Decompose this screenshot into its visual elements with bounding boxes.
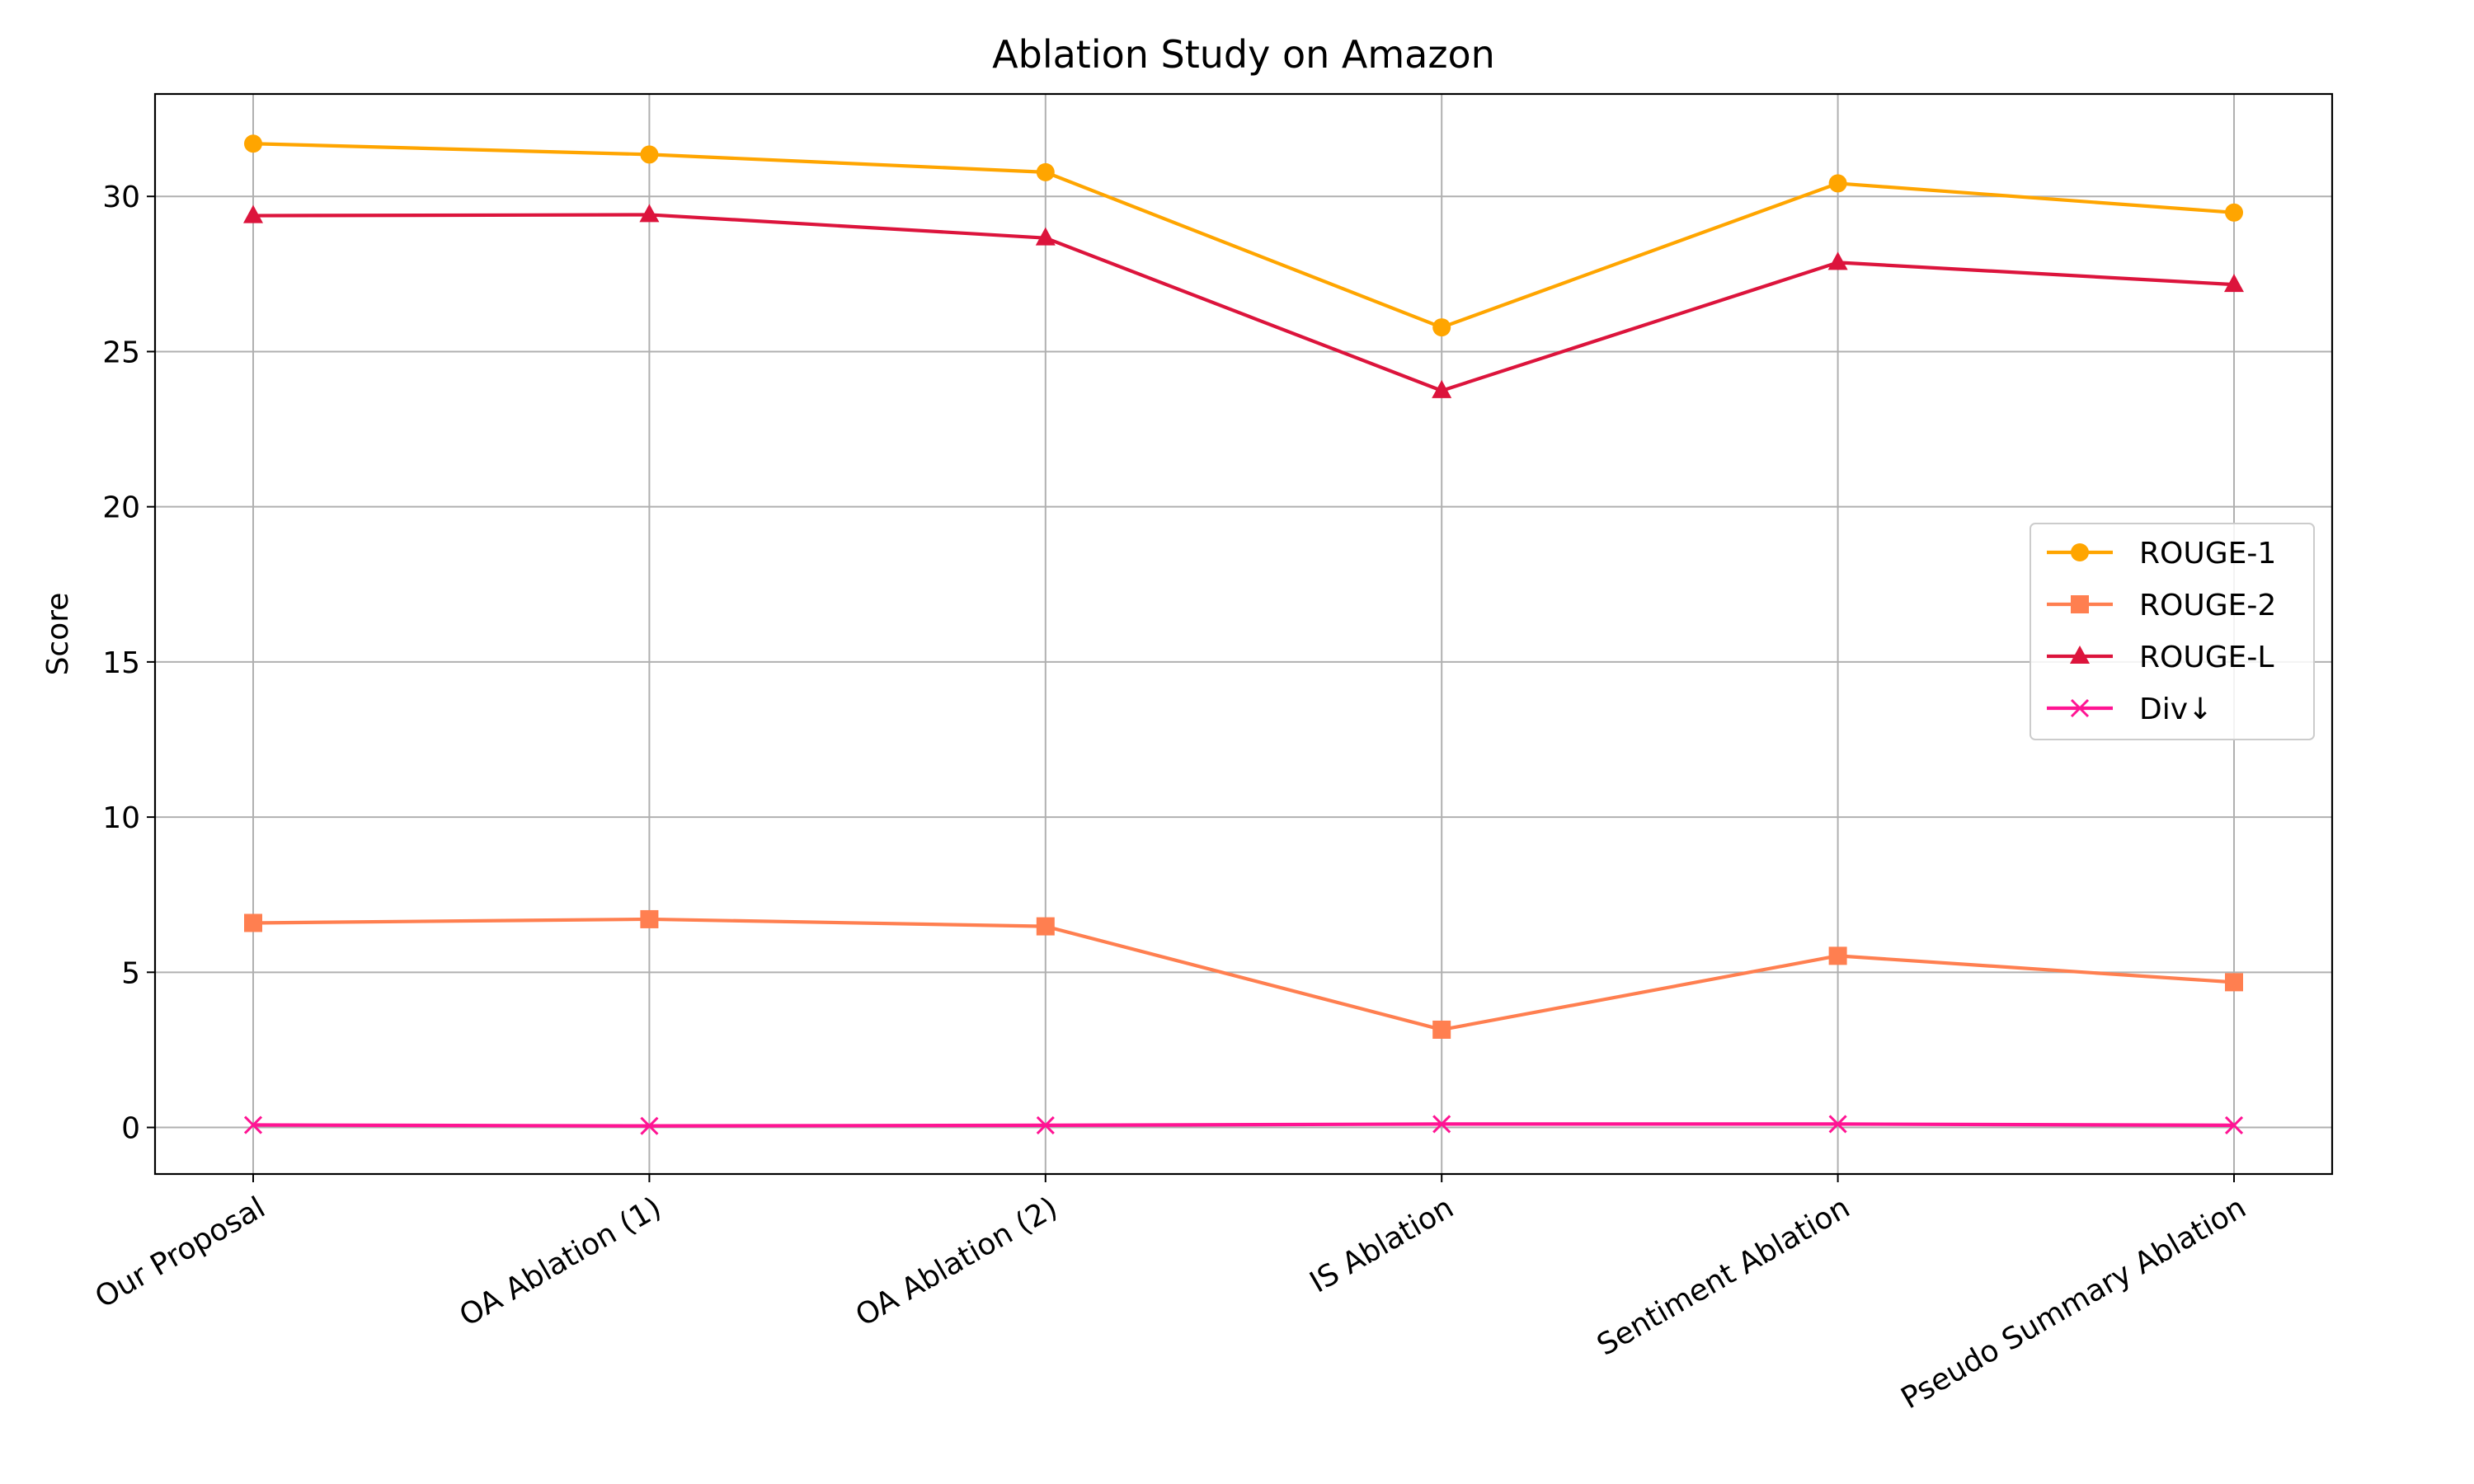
legend-entry-div: Div↓ [2047,693,2213,726]
data-point-div-stroke [1828,1115,1847,1134]
data-point-div [1432,1115,1451,1134]
series-line-rouge-1 [252,142,2235,330]
data-point-div-stroke [640,1116,659,1135]
legend-marker [2070,698,2090,718]
legend-marker [2071,543,2089,561]
data-point-rouge-2 [640,909,659,928]
legend-entry-rouge-2: ROUGE-2 [2047,589,2276,622]
data-point-div-stroke [2224,1115,2244,1134]
data-point-div-stroke [1036,1115,1055,1134]
data-point-rouge-1 [244,134,262,153]
data-point-rouge-l [243,204,263,223]
data-point-rouge-1 [640,145,659,164]
legend-entry-rouge-l: ROUGE-L [2047,641,2274,674]
data-point-div [243,1115,263,1134]
grid [155,94,2332,1174]
y-tick-label: 20 [102,491,140,525]
plot-frame [153,92,2334,1176]
series-line-div [252,1122,2235,1128]
y-tick-label: 5 [121,956,140,990]
data-point-rouge-1 [1432,318,1451,337]
data-point-rouge-l [1432,379,1452,398]
legend-label: ROUGE-L [2139,641,2274,674]
series-line-rouge-2 [252,917,2235,1032]
y-tick-label: 10 [102,801,140,835]
data-point-div [2224,1115,2244,1134]
data-point-rouge-l [1035,227,1056,246]
data-point-rouge-l [639,204,660,223]
series-rouge-2 [244,909,2243,1039]
series-div [243,1115,2244,1135]
y-tick-label: 25 [102,336,140,369]
data-point-div-stroke [243,1115,263,1134]
data-point-rouge-1 [1828,174,1847,193]
legend-marker [2071,595,2089,613]
series-layer [243,134,2244,1135]
legend-box [2030,523,2315,740]
y-tick-label: 30 [102,181,140,214]
legend-label: Div↓ [2139,693,2213,726]
data-point-div [1036,1115,1055,1134]
data-point-rouge-1 [2225,203,2243,222]
data-point-rouge-2 [1036,917,1055,936]
data-point-rouge-2 [244,913,262,932]
data-point-rouge-l [2224,274,2244,293]
data-point-div [1828,1115,1847,1134]
y-tick-label: 15 [102,646,140,680]
y-axis-label: Score [41,593,75,676]
legend-marker [2070,646,2090,664]
plot-background [155,94,2332,1174]
chart-title: Ablation Study on Amazon [992,32,1495,77]
legend-label: ROUGE-2 [2139,589,2276,622]
series-line-rouge-l [252,213,2235,392]
data-point-rouge-2 [1432,1020,1451,1039]
series-rouge-1 [244,134,2243,337]
y-tick-label: 0 [121,1112,140,1146]
data-point-rouge-1 [1036,162,1055,181]
data-point-rouge-l [1827,251,1848,270]
legend-marker-stroke [2070,698,2090,718]
legend-label: ROUGE-1 [2139,537,2276,571]
data-point-div [640,1116,659,1135]
data-point-div-stroke [1432,1115,1451,1134]
series-rouge-l [243,204,2244,398]
data-point-rouge-2 [1828,946,1847,965]
data-point-rouge-2 [2225,973,2243,992]
legend: ROUGE-1 ROUGE-2 ROUGE-L Div↓ [2030,523,2315,740]
legend-entry-rouge-1: ROUGE-1 [2047,537,2276,571]
